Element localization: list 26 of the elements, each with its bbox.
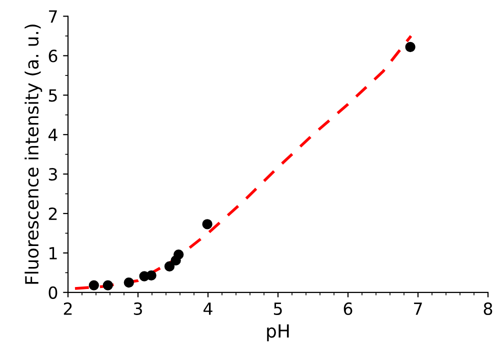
- x-tick-label: 8: [484, 302, 492, 316]
- x-tick-label: 2: [64, 302, 72, 315]
- point: [202, 219, 212, 230]
- x-tick-label: 3: [134, 302, 142, 316]
- point: [146, 270, 156, 281]
- x-tick-label: 4: [204, 302, 212, 315]
- point: [88, 280, 99, 290]
- x-tick-label: 6: [344, 302, 352, 316]
- y-axis-title: Fluorescence intensity (a. u.): [24, 24, 42, 284]
- point: [405, 42, 416, 52]
- y-tick-label: 4: [48, 128, 58, 141]
- point: [174, 249, 184, 260]
- y-tick-label: 2: [48, 207, 57, 220]
- point: [164, 261, 175, 272]
- point: [102, 280, 113, 290]
- line-series: [74, 34, 412, 290]
- y-tick-label: 5: [48, 89, 57, 102]
- x-axis-title: pH: [267, 324, 289, 342]
- x-tick-label: 7: [414, 302, 422, 315]
- y-tick-label: 3: [48, 168, 57, 181]
- y-tick-label: 6: [48, 50, 58, 62]
- y-tick-label: 1: [50, 247, 57, 260]
- point: [124, 277, 134, 288]
- y-tick-label: 0: [48, 286, 58, 299]
- x-tick-label: 5: [274, 302, 282, 316]
- y-tick-label: 7: [49, 10, 57, 23]
